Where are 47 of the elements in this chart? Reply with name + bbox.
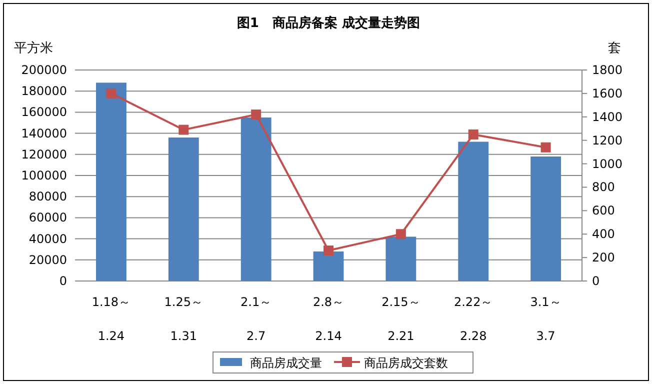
y-tick-label: 200000 xyxy=(21,63,67,77)
category-label: 1.25～ 1.31 xyxy=(164,295,203,343)
bar xyxy=(96,82,126,281)
category-label: 1.18～ 1.24 xyxy=(92,295,131,343)
y2-axis-title: 套 xyxy=(608,41,621,56)
y2-tick-label: 1800 xyxy=(592,63,623,77)
bar xyxy=(240,117,272,281)
bar xyxy=(530,156,561,281)
y2-tick-label: 1000 xyxy=(592,156,623,171)
point xyxy=(178,124,189,135)
y-tick-label: 140000 xyxy=(21,126,67,140)
y-tick-label: 120000 xyxy=(21,147,67,162)
y-axis-title: 平方米 xyxy=(14,40,53,56)
legend-label: 商品房成交量 xyxy=(250,356,322,370)
bar xyxy=(458,142,489,281)
point xyxy=(468,129,478,140)
point xyxy=(324,246,334,256)
y2-tick-label: 600 xyxy=(592,204,615,218)
y2-tick-label: 0 xyxy=(592,274,600,288)
y-tick-label: 160000 xyxy=(21,105,67,120)
bar xyxy=(313,251,344,281)
y2-tick-label: 800 xyxy=(592,180,615,194)
category-label: 2.1～ 2.7 xyxy=(240,295,272,343)
y-tick-label: 100000 xyxy=(21,168,67,182)
y2-tick-label: 400 xyxy=(592,227,615,242)
bar xyxy=(168,138,199,281)
y-tick-label: 80000 xyxy=(28,190,67,204)
y2-tick-label: 1400 xyxy=(592,110,623,124)
point xyxy=(396,229,406,240)
y2-tick-label: 200 xyxy=(592,250,615,265)
y2-tick-label: 1600 xyxy=(592,86,623,100)
category-label: 2.15～ 2.21 xyxy=(382,295,420,343)
y-tick-label: 60000 xyxy=(28,210,67,225)
category-label: 2.8～ 2.14 xyxy=(312,295,344,343)
bar xyxy=(386,236,416,281)
chart-title: 图1 商品房备案 成交量走势图 xyxy=(236,15,420,31)
legend-label: 商品房成交套数 xyxy=(364,356,448,370)
y-tick-label: 20000 xyxy=(28,252,67,267)
y2-tick-label: 1200 xyxy=(592,133,623,148)
point xyxy=(540,142,551,152)
category-label: 2.22～ 2.28 xyxy=(454,295,493,343)
y-tick-label: 180000 xyxy=(21,84,67,98)
point xyxy=(251,110,262,120)
point xyxy=(106,88,116,98)
y-tick-label: 40000 xyxy=(28,232,67,246)
category-label: 3.1～ 3.7 xyxy=(530,295,562,343)
y-tick-label: 0 xyxy=(59,274,67,288)
